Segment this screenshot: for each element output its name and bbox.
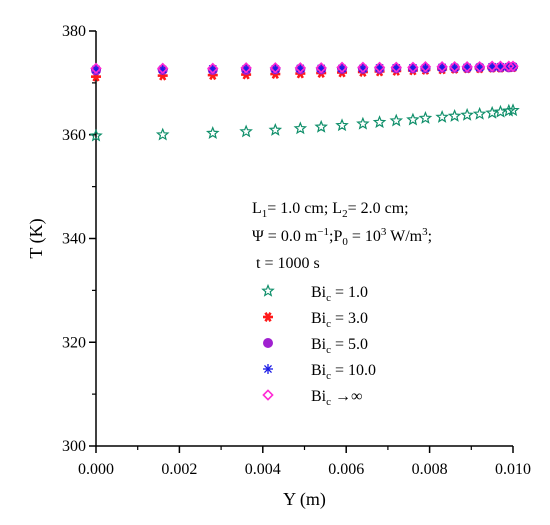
legend-item: Bic = 3.0	[263, 310, 368, 330]
data-point	[461, 61, 473, 73]
y-tick-label: 340	[62, 231, 86, 248]
data-point	[419, 61, 432, 73]
data-point	[486, 60, 498, 73]
legend-item: Bic = 5.0	[263, 336, 368, 356]
x-tick-label: 0.006	[328, 461, 364, 478]
y-tick-label: 320	[62, 334, 86, 351]
data-point	[293, 121, 308, 135]
y-ticks: 300 320 340 360 380	[62, 23, 96, 455]
data-point	[357, 61, 369, 74]
data-point	[472, 106, 487, 120]
y-tick-label: 300	[62, 438, 86, 455]
data-point	[407, 61, 419, 74]
data-point	[507, 60, 519, 73]
annotation-line-2: Ψ = 0.0 m−1;P0 = 103 W/m3;	[252, 226, 432, 248]
legend-item: Bic →∞	[262, 388, 362, 408]
data-point	[390, 61, 402, 74]
data-point	[460, 107, 474, 121]
data-point	[239, 124, 253, 138]
data-point	[435, 109, 449, 123]
data-point	[240, 62, 252, 74]
x-ticks: 0.000 0.002 0.004 0.006 0.008 0.010	[78, 446, 531, 478]
legend-label: Bic →∞	[311, 388, 362, 408]
legend-label: Bic = 10.0	[311, 362, 376, 382]
data-point	[503, 60, 515, 73]
legend-label: Bic = 5.0	[311, 336, 368, 356]
annotation-line-3: t = 1000 s	[256, 255, 320, 272]
series-1	[89, 103, 520, 142]
legend-item: Bic = 10.0	[263, 362, 376, 382]
data-point	[502, 103, 516, 117]
data-points	[89, 60, 520, 142]
legend-label: Bic = 1.0	[311, 284, 368, 304]
legend: Bic = 1.0 Bic = 3.0 Bic = 5.0 Bic = 10.0 Bic…	[261, 283, 376, 408]
annotation-line-1: L1= 1.0 cm; L2= 2.0 cm;	[252, 200, 409, 220]
data-point	[314, 119, 328, 133]
data-point	[506, 103, 520, 117]
data-point	[389, 113, 404, 127]
x-tick-label: 0.004	[245, 461, 281, 478]
data-point	[336, 61, 348, 74]
data-point	[418, 111, 433, 124]
data-point	[268, 122, 283, 136]
data-point	[156, 62, 169, 75]
legend-marker	[263, 312, 273, 322]
x-axis-label: Y (m)	[283, 489, 326, 510]
x-tick-label: 0.002	[161, 461, 197, 478]
data-point	[205, 126, 220, 139]
data-point	[406, 112, 420, 126]
data-point	[372, 115, 387, 129]
parameter-annotation: L1= 1.0 cm; L2= 2.0 cm; Ψ = 0.0 m−1;P0 =…	[252, 200, 432, 272]
y-tick-label: 380	[62, 23, 86, 40]
data-point	[494, 60, 507, 73]
data-point	[356, 116, 370, 130]
legend-marker	[262, 389, 274, 401]
x-tick-label: 0.010	[495, 461, 531, 478]
data-point	[269, 62, 282, 74]
data-point	[207, 62, 219, 75]
x-tick-label: 0.008	[412, 461, 448, 478]
y-axis-label: T (K)	[26, 218, 47, 258]
legend-marker	[263, 364, 273, 374]
data-point	[335, 118, 349, 132]
legend-marker	[261, 283, 275, 297]
data-point	[373, 61, 386, 74]
data-point	[294, 62, 307, 74]
data-point	[89, 128, 103, 142]
data-point	[493, 104, 508, 118]
y-tick-label: 360	[62, 127, 86, 144]
data-point	[436, 61, 448, 73]
data-point	[90, 62, 102, 75]
data-point	[485, 105, 499, 119]
data-point	[315, 62, 327, 74]
data-point	[448, 61, 461, 73]
series-5	[90, 60, 519, 75]
x-tick-label: 0.000	[78, 461, 114, 478]
legend-marker	[263, 338, 273, 348]
data-point	[473, 61, 486, 73]
data-point	[155, 127, 170, 141]
data-point	[447, 108, 462, 122]
legend-item: Bic = 1.0	[261, 283, 368, 304]
legend-label: Bic = 3.0	[311, 310, 368, 330]
